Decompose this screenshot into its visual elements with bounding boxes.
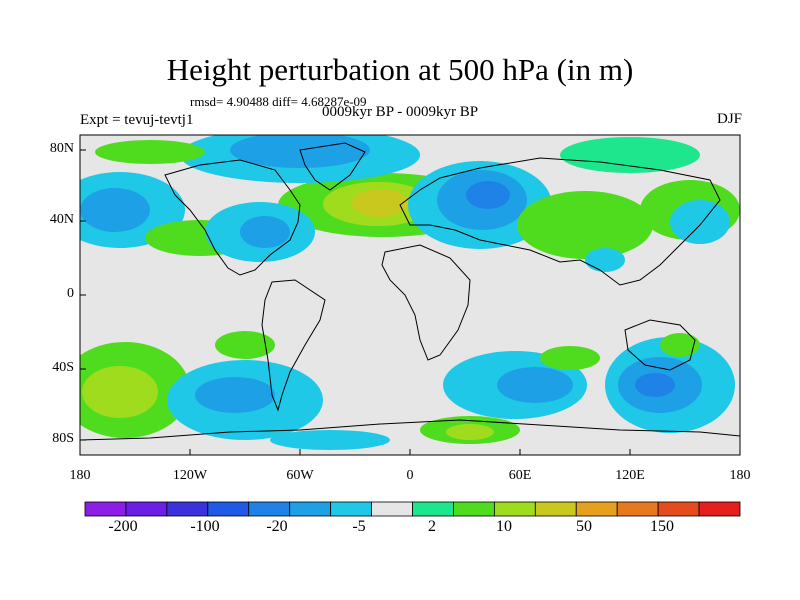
anomaly-siberia-high — [560, 137, 700, 173]
anomaly-antarctic-blue — [270, 430, 390, 450]
colorbar-swatch-1 — [84, 501, 127, 517]
colorbar-swatch-10 — [453, 501, 495, 517]
colorbar-label-4: -5 — [352, 518, 366, 535]
anomaly-east-asia-blue — [670, 200, 730, 244]
anomaly-arctic-green — [95, 140, 205, 164]
colorbar-label-6: 10 — [496, 518, 512, 535]
anomaly-north-america-core — [240, 216, 290, 248]
anomaly-india-blue — [585, 248, 625, 272]
colorbar-swatch-4 — [207, 501, 250, 517]
period-line: 0009kyr BP - 0009kyr BP — [321, 104, 479, 120]
x-label-180-right: 180 — [729, 468, 751, 483]
coast-antarctica — [80, 419, 740, 441]
anomaly-tasman-green — [660, 333, 700, 357]
anomaly-south-america-low-core — [195, 377, 275, 413]
colorbar-swatch-14 — [616, 501, 659, 517]
x-label-120e: 120E — [615, 468, 645, 483]
season-label: DJF — [716, 111, 742, 127]
y-label-40s: 40S — [52, 360, 74, 375]
colorbar-swatch-8 — [371, 501, 413, 517]
y-label-40n: 40N — [49, 212, 74, 227]
coast-africa — [381, 244, 471, 361]
y-label-80s: 80S — [52, 431, 74, 446]
rmsd-line: rmsd= 4.90488 diff= 4.68287e-09 — [190, 94, 367, 109]
colorbar-swatch-6 — [289, 501, 332, 517]
colorbar-label-7: 50 — [576, 518, 592, 535]
anomaly-australia-south-low-core — [635, 373, 675, 397]
coast-south-america — [261, 279, 326, 412]
x-label-60e: 60E — [508, 468, 532, 483]
y-label-80n: 80N — [49, 141, 74, 156]
coastlines — [80, 142, 740, 441]
colorbar-swatch-7 — [330, 501, 372, 517]
colorbar-label-8: 150 — [650, 518, 674, 535]
colorbar-label-5: 2 — [428, 518, 436, 535]
y-label-0: 0 — [67, 286, 74, 301]
coast-australia — [624, 319, 696, 371]
colorbar-swatch-12 — [534, 501, 577, 517]
colorbar-swatch-15 — [657, 501, 700, 517]
colorbar-swatch-2 — [125, 501, 168, 517]
anomaly-south-africa-green — [540, 346, 600, 370]
anomaly-south-pacific-green2 — [215, 331, 275, 359]
axis-ticks — [79, 149, 741, 455]
coast-greenland — [299, 142, 366, 191]
x-label-180-left: 180 — [69, 468, 91, 483]
colorbar-label-1: -200 — [108, 518, 138, 535]
anomaly-north-pacific-low-core — [80, 188, 150, 232]
x-label-120w: 120W — [172, 468, 208, 483]
x-label-60w: 60W — [286, 468, 314, 483]
anomaly-south-atlantic-low-core — [497, 367, 573, 403]
colorbar-label-2: -100 — [190, 518, 220, 535]
colorbar — [84, 501, 741, 517]
anomaly-eurasia-low-core — [466, 181, 510, 209]
anomaly-fields — [80, 135, 740, 450]
coast-north-america — [164, 159, 301, 276]
chart-title: Height perturbation at 500 hPa (in m) — [166, 52, 634, 87]
colorbar-label-3: -20 — [266, 518, 288, 535]
colorbar-swatch-16 — [698, 501, 741, 517]
coast-eurasia — [399, 157, 721, 286]
anomaly-north-atlantic-high-core — [352, 189, 408, 217]
x-label-0: 0 — [406, 468, 414, 483]
colorbar-swatch-9 — [412, 501, 454, 517]
anomaly-central-asia-high — [517, 191, 653, 259]
experiment-label: Expt = tevuj-tevtj1 — [80, 112, 194, 128]
anomaly-antarctic-core — [446, 424, 494, 440]
colorbar-swatch-3 — [166, 501, 209, 517]
colorbar-swatch-5 — [248, 501, 291, 517]
anomaly-south-pacific-high-core — [82, 366, 158, 418]
colorbar-swatch-11 — [493, 501, 536, 517]
colorbar-swatch-13 — [575, 501, 618, 517]
